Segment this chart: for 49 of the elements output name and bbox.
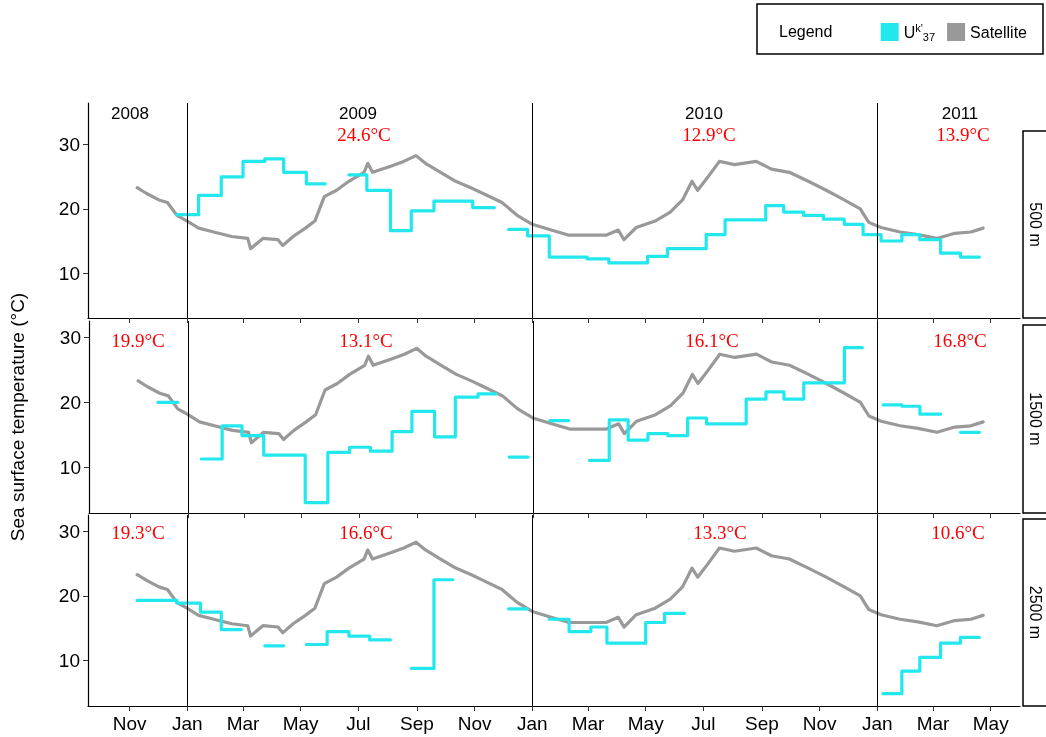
y-tick-label: 20 bbox=[58, 198, 80, 220]
x-tick-label: May bbox=[627, 713, 665, 734]
x-tick-label: Nov bbox=[802, 713, 837, 734]
annotation: 19.3°C bbox=[111, 521, 165, 543]
x-tick-label: May bbox=[972, 713, 1010, 734]
line-series bbox=[135, 540, 985, 638]
x-tick-label: Nov bbox=[112, 713, 147, 734]
x-tick-label: Jul bbox=[691, 713, 716, 734]
y-axis-title: Sea surface temperature (°C) bbox=[7, 292, 28, 542]
x-tick-label: Jul bbox=[346, 713, 371, 734]
y-tick-label: 20 bbox=[58, 585, 80, 607]
y-tick-label: 10 bbox=[59, 456, 81, 478]
x-tick-label: Jan bbox=[171, 713, 203, 734]
x-tick-label: May bbox=[282, 713, 320, 734]
y-tick-label: 10 bbox=[58, 650, 80, 672]
annotation: 13.9°C bbox=[936, 123, 990, 145]
y-tick-label: 30 bbox=[58, 134, 80, 156]
x-tick-label: Sep bbox=[745, 713, 779, 734]
annotation: 13.1°C bbox=[339, 329, 393, 351]
text: 1500 m bbox=[1026, 392, 1044, 446]
annotation: 2011 bbox=[941, 103, 979, 123]
annotation: 12.9°C bbox=[682, 123, 736, 145]
x-tick-label: Jan bbox=[516, 713, 548, 734]
annotation: 24.6°C bbox=[337, 123, 391, 145]
annotation: 2010 bbox=[685, 103, 723, 123]
line-series bbox=[136, 346, 985, 445]
annotation: 19.9°C bbox=[111, 329, 165, 351]
line-series bbox=[135, 154, 985, 251]
legend-title: Legend bbox=[779, 22, 833, 40]
y-tick-label: 30 bbox=[59, 326, 81, 348]
text: 500 m bbox=[1026, 202, 1044, 247]
annotation: 2008 bbox=[111, 103, 149, 123]
x-tick-label: Nov bbox=[457, 713, 492, 734]
text: 2500 m bbox=[1026, 585, 1044, 640]
x-tick-label: Sep bbox=[400, 713, 434, 734]
annotation: 16.8°C bbox=[933, 329, 987, 351]
annotation: 2009 bbox=[339, 103, 377, 123]
y-tick-label: 10 bbox=[58, 262, 80, 284]
annotation: 10.6°C bbox=[931, 521, 985, 543]
x-tick-label: Mar bbox=[916, 713, 951, 734]
annotation: 13.3°C bbox=[693, 521, 747, 543]
x-tick-label: Jan bbox=[861, 713, 893, 734]
x-tick-label: Mar bbox=[571, 713, 606, 734]
annotation: 16.1°C bbox=[685, 329, 739, 351]
y-tick-label: 20 bbox=[59, 391, 81, 413]
y-tick-label: 30 bbox=[58, 520, 80, 542]
legend-label: Satellite bbox=[970, 23, 1028, 41]
x-tick-label: Mar bbox=[226, 713, 261, 734]
annotation: 16.6°C bbox=[339, 521, 393, 543]
